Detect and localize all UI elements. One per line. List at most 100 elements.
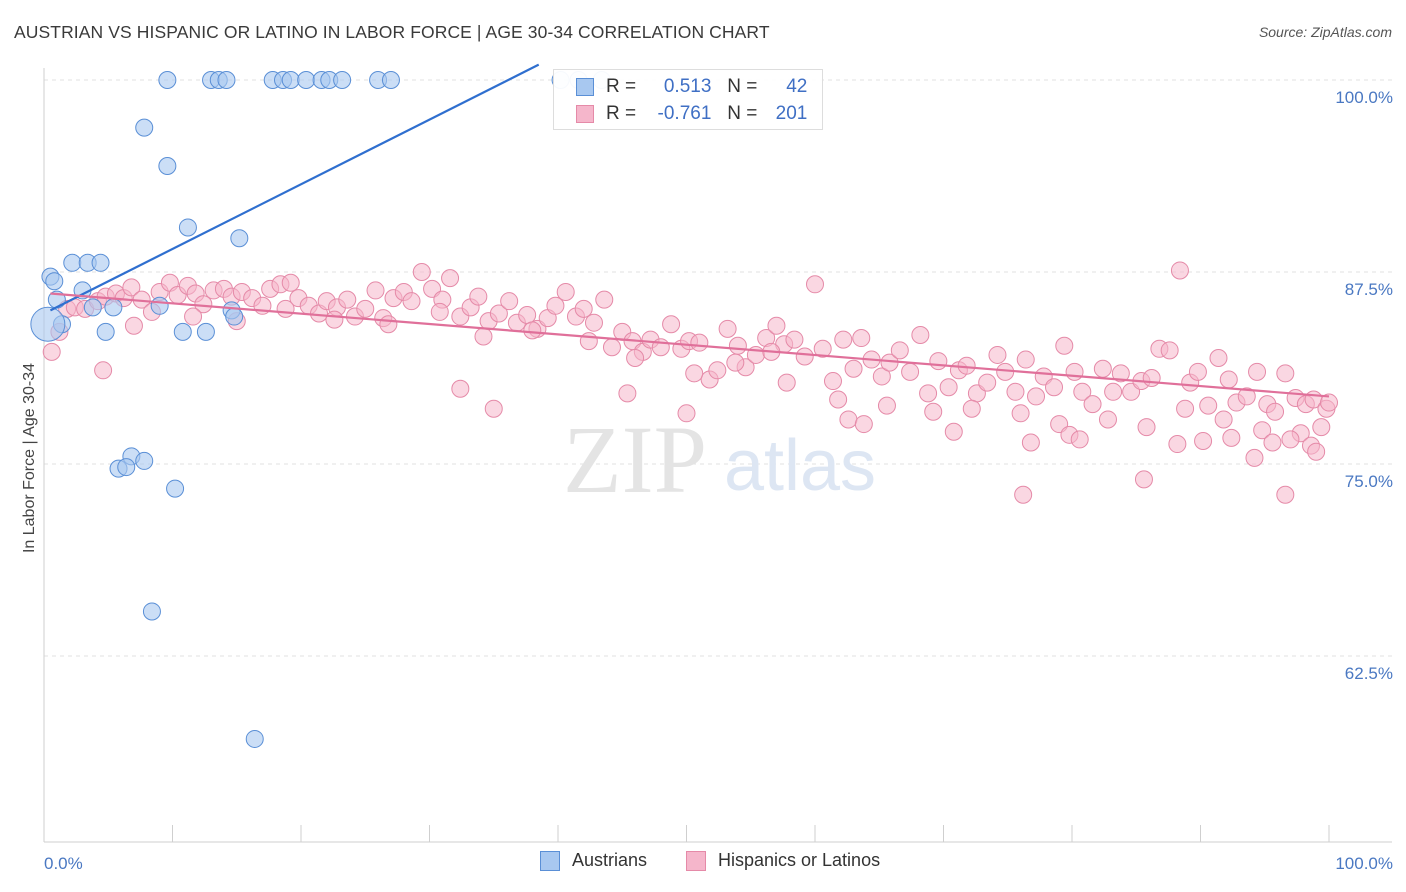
hispanic-point	[962, 399, 981, 418]
hispanics-legend-swatch	[686, 850, 706, 871]
watermark-atlas: atlas	[724, 426, 876, 506]
hispanic-point	[806, 275, 824, 294]
austrian-point	[142, 602, 161, 621]
hispanic-point	[1055, 336, 1074, 355]
hispanic-point	[911, 325, 930, 344]
hispanic-point	[402, 292, 421, 311]
hispanic-point	[1312, 418, 1331, 437]
hispanic-point	[94, 361, 113, 380]
hispanic-point	[1168, 435, 1187, 454]
x-max-label: 100.0%	[1335, 854, 1393, 873]
x-min-label: 0.0%	[44, 854, 83, 873]
y-tick-label: 75.0%	[1345, 472, 1393, 491]
hispanic-point	[1111, 364, 1130, 383]
y-tick-label: 100.0%	[1335, 88, 1393, 107]
hispanic-point	[685, 364, 704, 383]
austrians-swatch	[576, 78, 594, 96]
hispanic-point	[1142, 368, 1161, 387]
y-tick-label: 62.5%	[1345, 664, 1393, 683]
hispanic-point	[1027, 387, 1046, 406]
hispanic-point	[1070, 430, 1089, 449]
legend-n-label: N =	[727, 76, 758, 97]
hispanic-point	[124, 316, 143, 335]
legend-r-value: -0.761	[657, 103, 712, 124]
legend-r-label: R =	[606, 76, 637, 97]
hispanic-point	[1073, 382, 1092, 401]
hispanic-point	[1160, 341, 1179, 360]
austrian-point	[297, 71, 316, 89]
hispanic-point	[890, 341, 909, 360]
hispanic-point	[785, 330, 804, 349]
hispanic-point	[1011, 404, 1030, 423]
hispanic-point	[469, 287, 488, 306]
hispanic-point	[1104, 382, 1123, 401]
y-axis-title: In Labor Force | Age 30-34	[21, 363, 38, 553]
hispanic-point	[1093, 359, 1112, 378]
legend-row-austrians: R = 0.513 N = 42	[576, 74, 807, 100]
austrian-point-large	[30, 306, 66, 342]
hispanic-point	[379, 315, 398, 334]
hispanic-point	[595, 290, 614, 309]
austrian-point	[135, 451, 154, 470]
legend-item-austrians[interactable]: Austrians	[540, 850, 647, 871]
hispanic-point	[944, 422, 963, 441]
hispanics-legend-label: Hispanics or Latinos	[718, 850, 881, 870]
hispanic-point	[441, 269, 460, 288]
hispanic-point	[556, 282, 575, 301]
hispanic-point	[500, 292, 519, 311]
hispanic-point	[451, 379, 470, 398]
hispanic-point	[1045, 378, 1064, 397]
austrians-trend-line	[49, 63, 540, 312]
austrians-points	[30, 71, 611, 748]
austrian-point	[333, 71, 352, 89]
hispanic-point	[677, 404, 696, 423]
legend-item-hispanics[interactable]: Hispanics or Latinos	[686, 850, 880, 871]
correlation-legend: R = 0.513 N = 42 R = -0.761 N = 201	[553, 69, 823, 130]
hispanic-point	[1188, 362, 1207, 381]
y-tick-label: 87.5%	[1345, 280, 1393, 299]
axes	[43, 68, 1392, 843]
austrian-point	[45, 272, 64, 291]
hispanic-point	[1065, 362, 1084, 381]
austrian-point	[150, 296, 169, 315]
austrian-point	[158, 71, 177, 89]
hispanic-point	[844, 359, 863, 378]
hispanic-point	[1170, 261, 1189, 280]
legend-r-label: R =	[606, 103, 637, 124]
legend-r-value: 0.513	[663, 76, 712, 97]
hispanic-point	[1222, 428, 1241, 447]
hispanic-point	[1307, 442, 1326, 461]
legend-row-hispanics: R = -0.761 N = 201	[576, 101, 807, 127]
source-credit: Source: ZipAtlas.com	[1258, 24, 1392, 40]
hispanic-point	[1006, 382, 1025, 401]
hispanic-point	[690, 333, 709, 352]
austrian-point	[281, 71, 300, 89]
legend-n-value: 42	[786, 76, 808, 97]
austrian-point	[381, 71, 400, 89]
hispanic-point	[1253, 421, 1272, 440]
hispanic-point	[1276, 485, 1295, 504]
hispanic-point	[718, 319, 737, 338]
hispanic-point	[618, 384, 637, 403]
hispanic-point	[919, 384, 938, 403]
hispanic-point	[708, 361, 727, 380]
hispanic-point	[839, 410, 858, 429]
austrian-point	[230, 229, 249, 248]
hispanic-point	[546, 296, 565, 315]
austrian-point	[245, 729, 264, 748]
hispanic-point	[924, 402, 943, 421]
hispanic-point	[1266, 402, 1285, 421]
hispanic-point	[1214, 410, 1233, 429]
hispanic-point	[1245, 448, 1264, 467]
hispanic-point	[1194, 431, 1213, 450]
austrian-point	[166, 479, 185, 498]
hispanic-point	[929, 352, 948, 371]
hispanic-point	[122, 278, 141, 297]
hispanic-point	[939, 378, 958, 397]
hispanic-point	[184, 307, 203, 326]
hispanic-point	[1199, 396, 1218, 415]
hispanic-point	[1137, 418, 1156, 437]
hispanic-point	[1098, 410, 1117, 429]
hispanic-point	[901, 362, 920, 381]
